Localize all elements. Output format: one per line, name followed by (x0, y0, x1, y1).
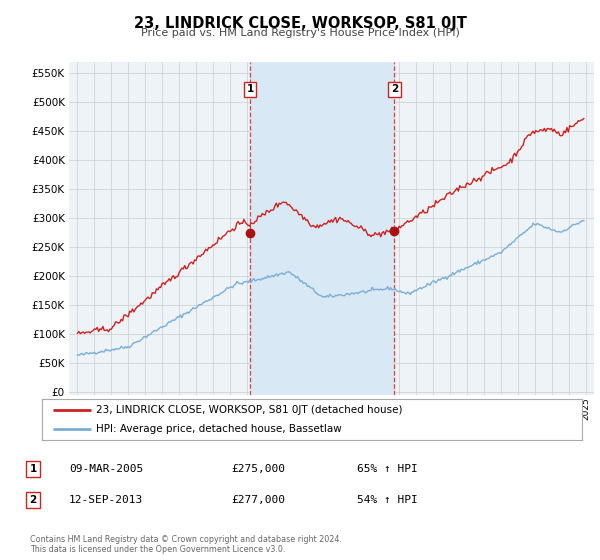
Text: 09-MAR-2005: 09-MAR-2005 (69, 464, 143, 474)
Text: 1: 1 (247, 85, 254, 95)
Text: 23, LINDRICK CLOSE, WORKSOP, S81 0JT (detached house): 23, LINDRICK CLOSE, WORKSOP, S81 0JT (de… (96, 405, 403, 415)
Text: 23, LINDRICK CLOSE, WORKSOP, S81 0JT: 23, LINDRICK CLOSE, WORKSOP, S81 0JT (134, 16, 466, 31)
Text: Price paid vs. HM Land Registry's House Price Index (HPI): Price paid vs. HM Land Registry's House … (140, 28, 460, 38)
Text: 1: 1 (29, 464, 37, 474)
Text: Contains HM Land Registry data © Crown copyright and database right 2024.
This d: Contains HM Land Registry data © Crown c… (30, 535, 342, 554)
Bar (250, 62, 394, 395)
Text: HPI: Average price, detached house, Bassetlaw: HPI: Average price, detached house, Bass… (96, 424, 342, 433)
Text: 2: 2 (29, 495, 37, 505)
Text: 2: 2 (391, 85, 398, 95)
Text: £277,000: £277,000 (231, 495, 285, 505)
Text: 54% ↑ HPI: 54% ↑ HPI (357, 495, 418, 505)
Text: 65% ↑ HPI: 65% ↑ HPI (357, 464, 418, 474)
Text: £275,000: £275,000 (231, 464, 285, 474)
Text: 12-SEP-2013: 12-SEP-2013 (69, 495, 143, 505)
